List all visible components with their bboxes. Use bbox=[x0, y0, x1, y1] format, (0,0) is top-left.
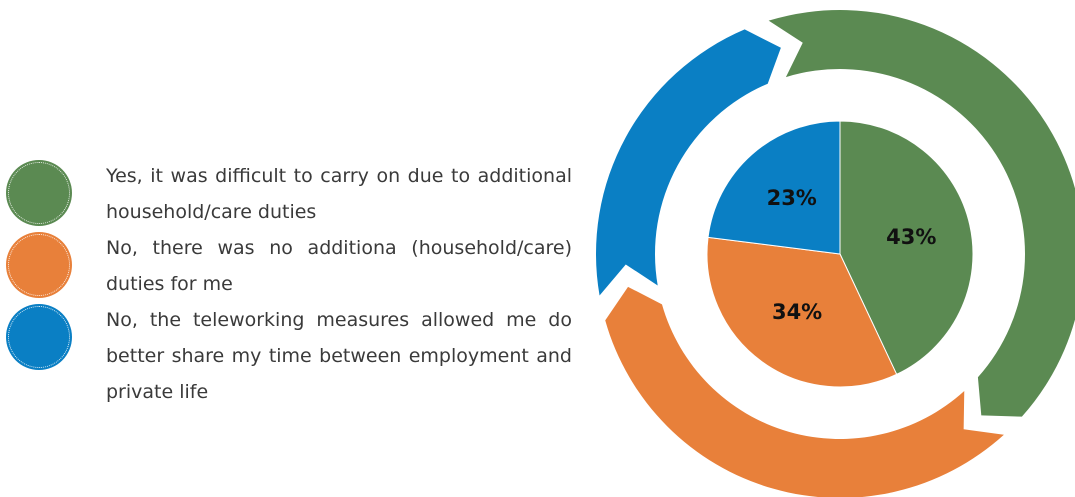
pie-slice bbox=[706, 236, 898, 388]
pie-slice bbox=[707, 120, 841, 255]
ring-segment bbox=[768, 10, 1075, 417]
legend: Yes, it was difficult to carry on due to… bbox=[0, 158, 580, 410]
ring-segment bbox=[596, 29, 781, 296]
ring-segment bbox=[605, 286, 1004, 497]
legend-swatch bbox=[6, 304, 72, 370]
data-label: 23% bbox=[767, 186, 817, 210]
legend-item: No, the teleworking measures allowed me … bbox=[0, 302, 580, 410]
legend-label: No, there was no additiona (household/ca… bbox=[106, 237, 572, 295]
legend-swatch bbox=[6, 160, 72, 226]
legend-swatch bbox=[6, 232, 72, 298]
data-label: 43% bbox=[886, 225, 936, 249]
pie-slice bbox=[839, 120, 974, 376]
legend-label: Yes, it was difficult to carry on due to… bbox=[106, 165, 572, 223]
legend-label: No, the teleworking measures allowed me … bbox=[106, 309, 572, 403]
legend-item: No, there was no additiona (household/ca… bbox=[0, 230, 580, 302]
data-label: 34% bbox=[772, 300, 822, 324]
legend-item: Yes, it was difficult to carry on due to… bbox=[0, 158, 580, 230]
